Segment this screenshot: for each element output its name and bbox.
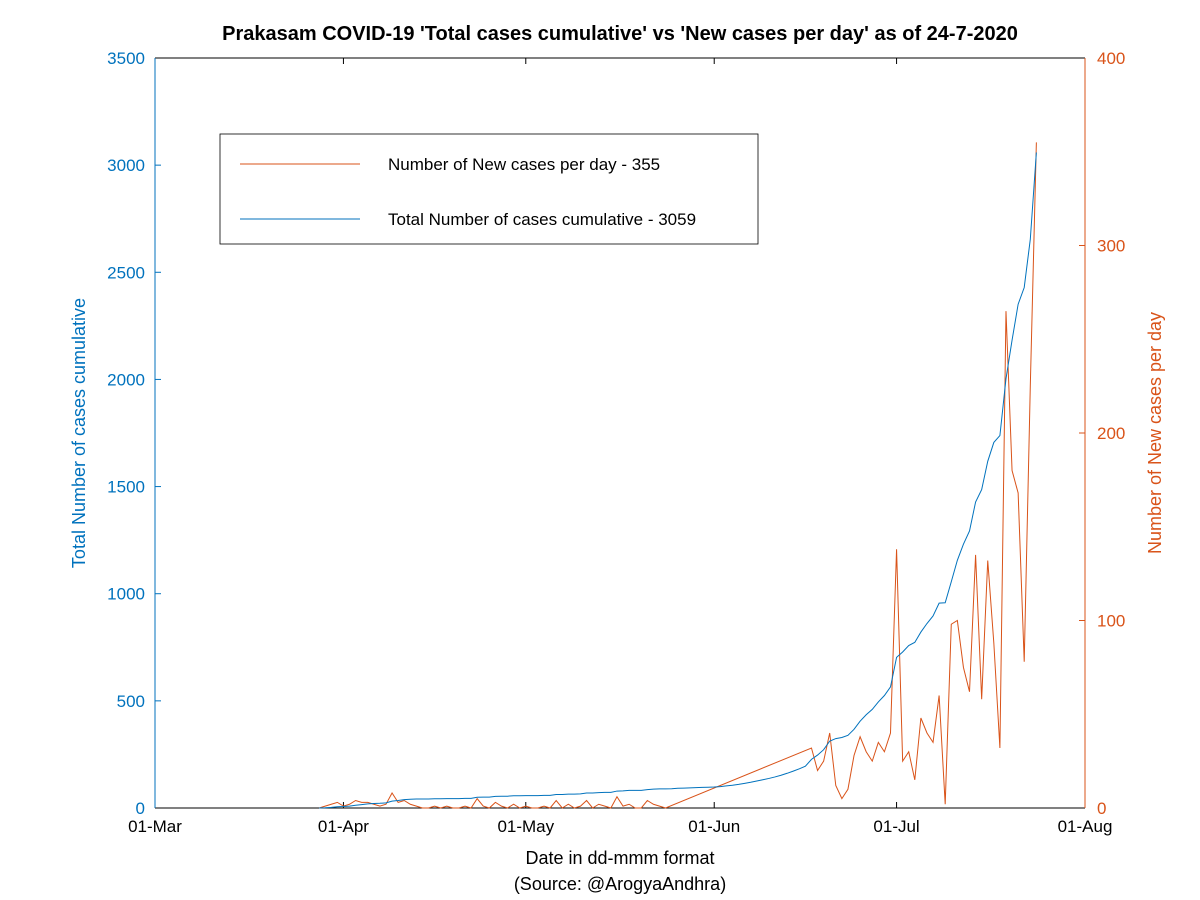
chart-title: Prakasam COVID-19 'Total cases cumulativ…	[222, 23, 1018, 45]
x-tick-label: 01-Jun	[688, 817, 740, 836]
y-left-tick-label: 1000	[107, 585, 145, 604]
x-axis-label-1: Date in dd-mmm format	[525, 848, 714, 868]
y-left-tick-label: 2500	[107, 263, 145, 282]
y-left-tick-label: 1500	[107, 478, 145, 497]
chart-container: Prakasam COVID-19 'Total cases cumulativ…	[0, 0, 1200, 900]
x-tick-label: 01-Aug	[1058, 817, 1113, 836]
x-tick-label: 01-Apr	[318, 817, 369, 836]
x-tick-label: 01-Jul	[873, 817, 919, 836]
y-left-tick-label: 0	[136, 799, 145, 818]
x-axis-label-2: (Source: @ArogyaAndhra)	[514, 874, 726, 894]
y-right-axis-label: Number of New cases per day	[1145, 312, 1165, 554]
y-right-tick-label: 300	[1097, 237, 1125, 256]
y-right-tick-label: 200	[1097, 424, 1125, 443]
legend-label-total: Total Number of cases cumulative - 3059	[388, 210, 696, 229]
y-left-tick-label: 3500	[107, 49, 145, 68]
y-right-tick-label: 400	[1097, 49, 1125, 68]
y-left-tick-label: 500	[117, 692, 145, 711]
legend-label-new: Number of New cases per day - 355	[388, 155, 660, 174]
y-left-tick-label: 3000	[107, 156, 145, 175]
y-right-tick-label: 0	[1097, 799, 1106, 818]
chart-svg: Prakasam COVID-19 'Total cases cumulativ…	[0, 0, 1200, 900]
y-left-axis-label: Total Number of cases cumulative	[69, 298, 89, 568]
y-left-tick-label: 2000	[107, 370, 145, 389]
x-tick-label: 01-May	[497, 817, 554, 836]
y-right-tick-label: 100	[1097, 612, 1125, 631]
x-tick-label: 01-Mar	[128, 817, 182, 836]
